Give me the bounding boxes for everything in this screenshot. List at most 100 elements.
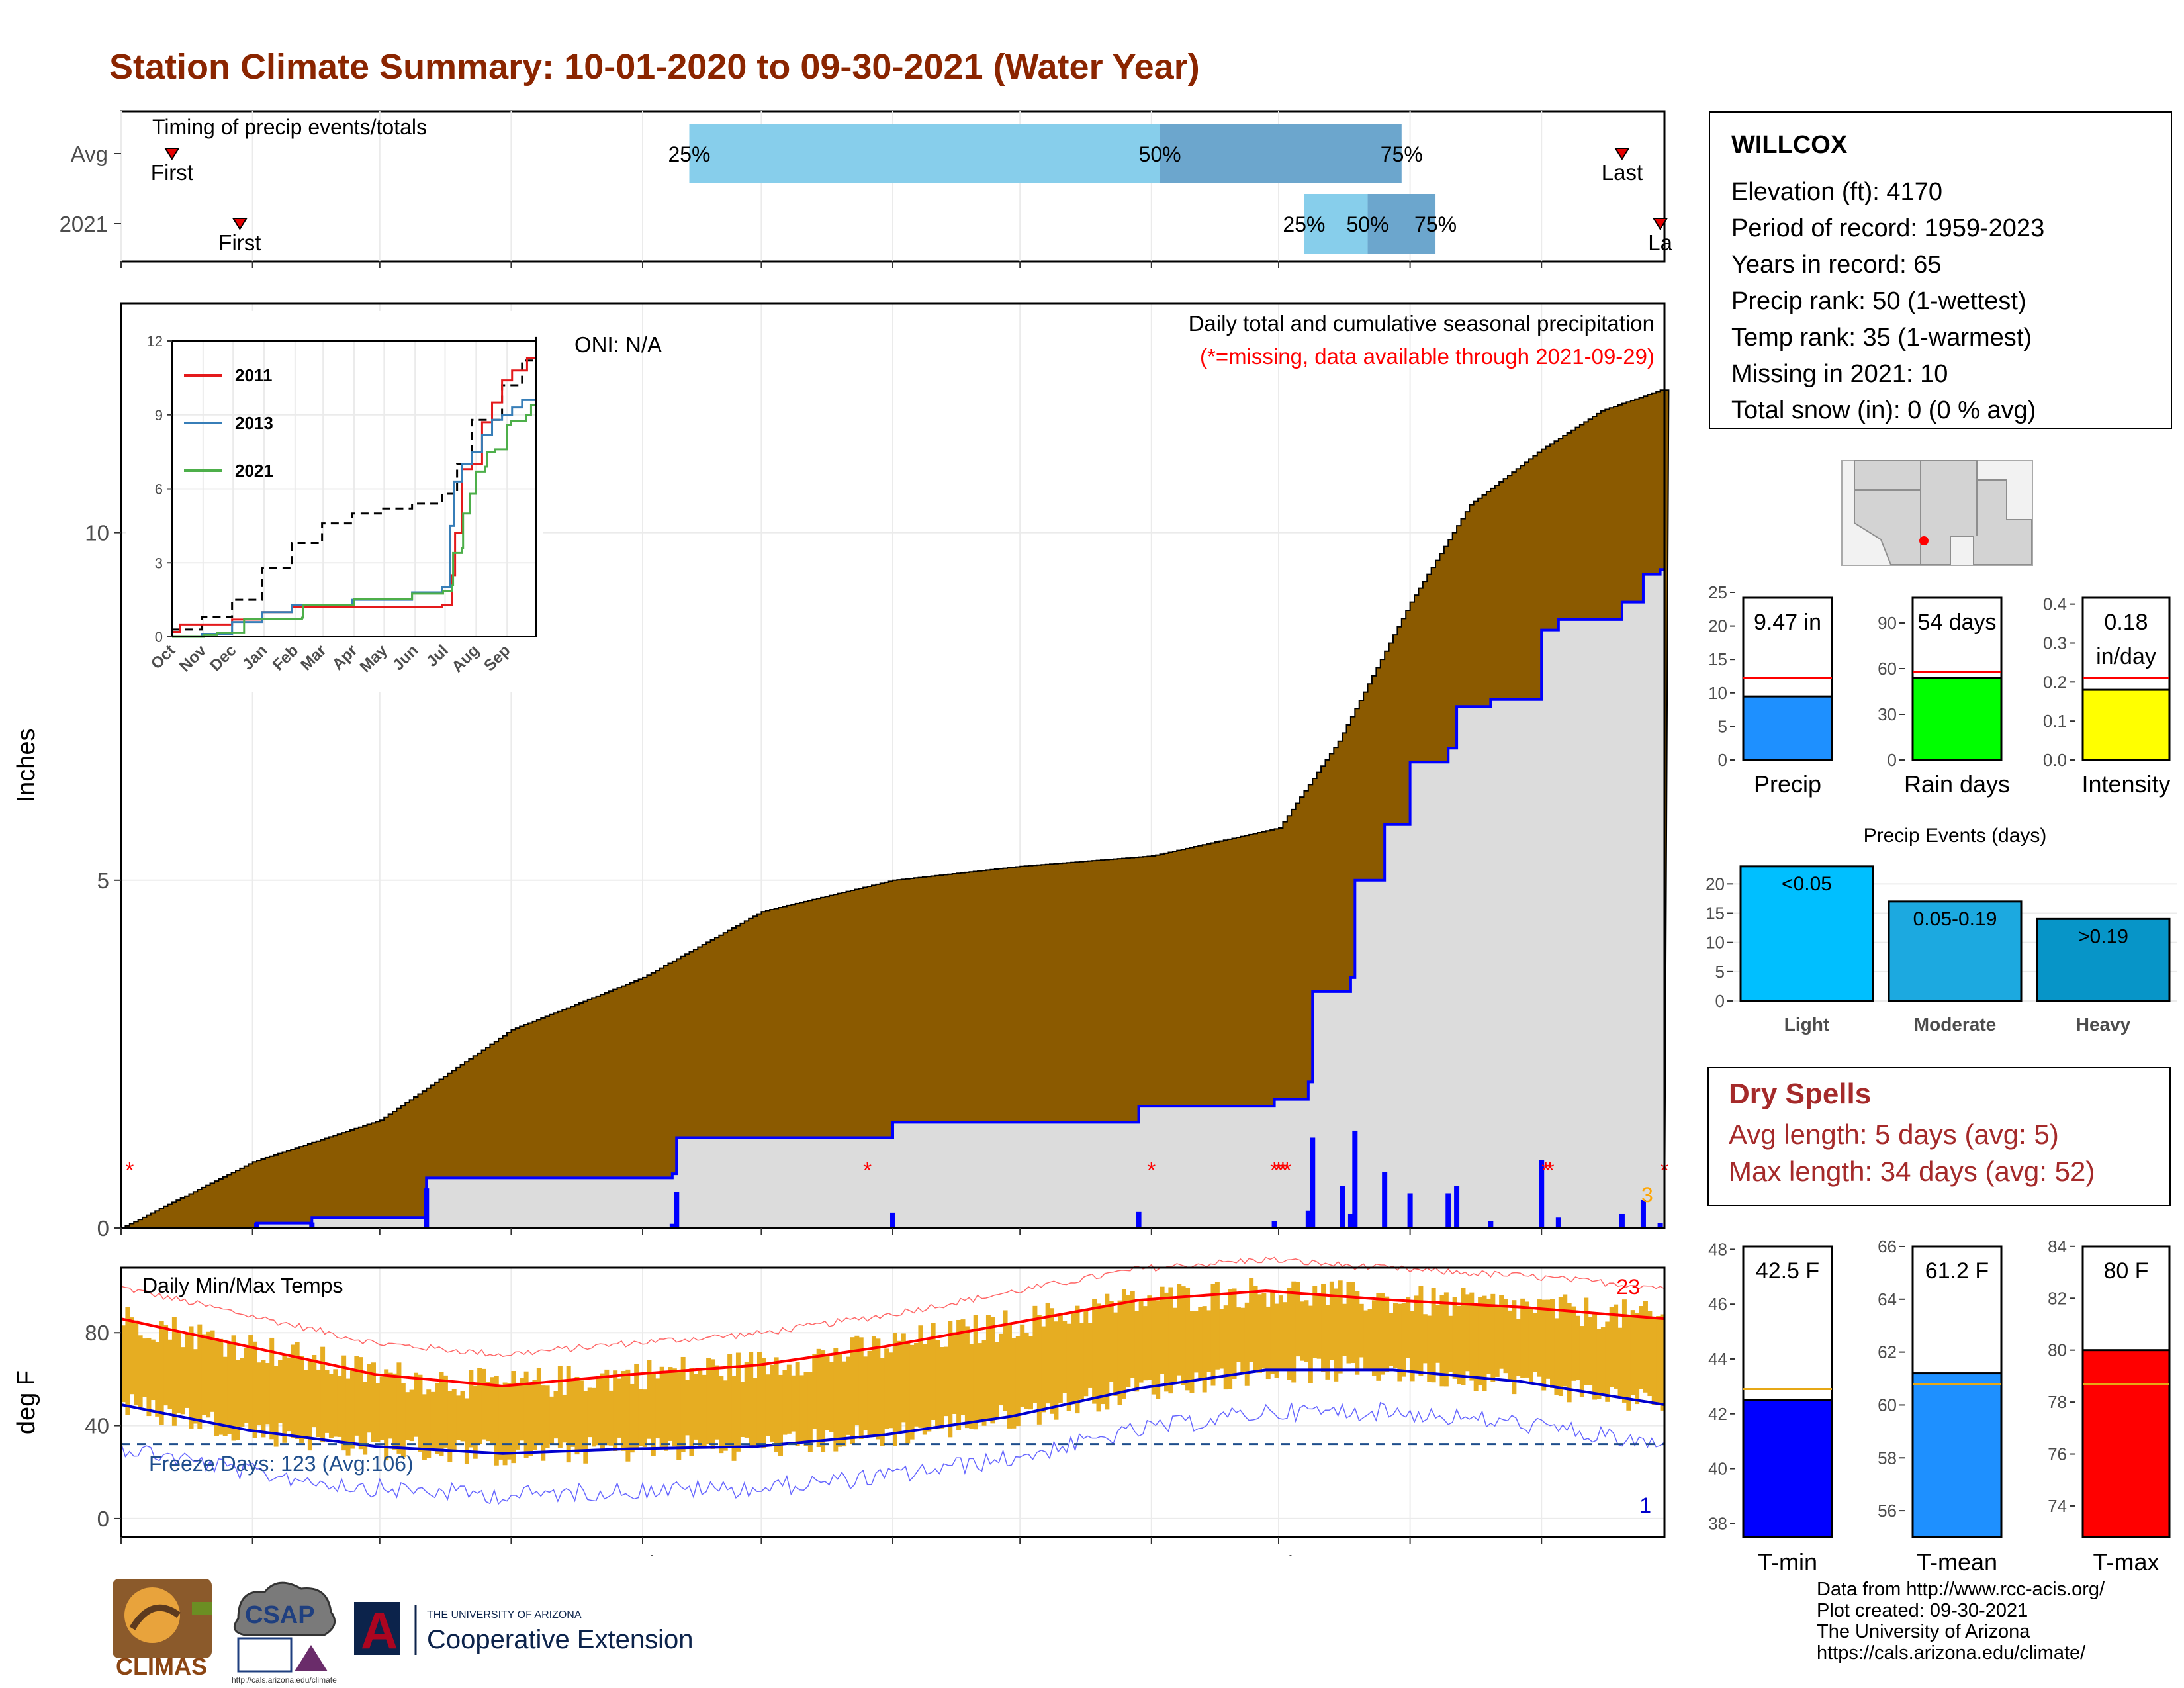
daily-precip-bar — [254, 1223, 260, 1228]
summary-y-tick: 78 — [2048, 1392, 2067, 1412]
daily-temp-bar — [922, 1344, 927, 1435]
daily-temp-bar — [884, 1348, 889, 1429]
summary-y-tick: 84 — [2048, 1237, 2067, 1256]
inset-y-tick: 12 — [147, 333, 163, 350]
missing-day-marker: * — [1270, 1158, 1279, 1184]
footer-credits: Data from http://www.rcc-acis.org/ Plot … — [1817, 1579, 2105, 1664]
daily-temp-bar — [829, 1361, 834, 1432]
daily-temp-bar — [134, 1320, 139, 1406]
daily-temp-bar — [1338, 1280, 1343, 1374]
summary-y-tick: 42 — [1708, 1404, 1727, 1424]
daily-temp-bar — [447, 1391, 453, 1463]
daily-temp-bar — [520, 1378, 525, 1441]
daily-temp-bar — [1414, 1295, 1419, 1373]
daily-temp-bar — [1041, 1326, 1046, 1413]
daily-temp-bar — [655, 1378, 660, 1439]
locator-map — [1841, 460, 2033, 566]
temps-x-tick: Sep — [1522, 1552, 1562, 1556]
daily-temp-bar — [867, 1350, 872, 1436]
daily-temp-bar — [1567, 1303, 1572, 1403]
daily-temp-bar — [150, 1339, 156, 1401]
dry-spells-max: Max length: 34 days (avg: 52) — [1729, 1156, 2095, 1187]
daily-temp-bar — [125, 1307, 130, 1415]
daily-precip-bar — [674, 1192, 680, 1228]
daily-temp-bar — [549, 1396, 555, 1445]
daily-temp-bar — [1614, 1304, 1619, 1389]
daily-temp-bar — [159, 1321, 164, 1425]
daily-temp-bar — [939, 1347, 944, 1429]
inset-series-line — [172, 336, 537, 631]
summary-y-tick: 58 — [1878, 1448, 1897, 1468]
daily-temp-bar — [562, 1394, 567, 1443]
daily-temp-bar — [752, 1378, 758, 1446]
daily-temp-bar — [1541, 1299, 1547, 1391]
daily-temp-bar — [1545, 1299, 1551, 1379]
daily-temp-bar — [1406, 1297, 1411, 1358]
daily-temp-bar — [668, 1367, 673, 1441]
daily-temp-bar — [846, 1356, 851, 1435]
station-precip-rank: Precip rank: 50 (1-wettest) — [1731, 287, 2026, 315]
temps-y-tick: 40 — [85, 1414, 109, 1438]
daily-temp-bar — [1036, 1315, 1042, 1425]
daily-temp-bar — [316, 1369, 321, 1438]
daily-temp-bar — [1007, 1323, 1012, 1429]
daily-temp-bar — [1206, 1310, 1212, 1372]
missing-day-marker: * — [1545, 1158, 1554, 1184]
daily-temp-bar — [1490, 1293, 1496, 1382]
daily-temp-bar — [1244, 1302, 1250, 1386]
daily-temp-bar — [1592, 1313, 1598, 1400]
daily-temp-bar — [1630, 1310, 1635, 1395]
daily-temp-bar — [1499, 1295, 1504, 1369]
daily-temp-bar — [1457, 1305, 1462, 1385]
daily-temp-bar — [1512, 1300, 1517, 1395]
daily-temp-bar — [291, 1344, 296, 1438]
events-y-tick: 20 — [1706, 874, 1725, 894]
daily-temp-bar — [876, 1338, 881, 1440]
summary-y-tick: 62 — [1878, 1342, 1897, 1362]
daily-temp-bar — [1130, 1291, 1135, 1378]
daily-temp-bar — [833, 1348, 839, 1452]
daily-temp-bar — [1448, 1315, 1453, 1372]
daily-precip-bar — [1619, 1213, 1625, 1228]
missing-day-marker: * — [1147, 1158, 1156, 1184]
state-outlines — [1854, 460, 2032, 565]
summary-category-label: T-max — [2093, 1548, 2159, 1575]
temps-x-tick: Jun — [1133, 1552, 1169, 1556]
daily-temp-bar — [1388, 1313, 1394, 1366]
daily-temp-bar — [1435, 1305, 1441, 1363]
daily-temp-bar — [1363, 1310, 1369, 1369]
avg-cumulative-area — [121, 389, 1670, 1229]
daily-temp-bar — [880, 1358, 885, 1446]
daily-temp-bar — [523, 1371, 529, 1458]
daily-temp-bar — [1270, 1292, 1275, 1374]
daily-temp-bar — [248, 1335, 253, 1430]
summary-y-tick: 0 — [1888, 750, 1897, 770]
daily-temp-bar — [252, 1341, 257, 1438]
footer-line-4: https://cals.arizona.edu/climate/ — [1817, 1642, 2086, 1664]
daily-temp-bar — [324, 1370, 330, 1433]
daily-temp-bar — [795, 1362, 800, 1446]
daily-temp-bar — [193, 1349, 198, 1424]
daily-temp-bar — [1609, 1307, 1614, 1387]
daily-temp-bar — [1635, 1313, 1640, 1405]
daily-temp-bar — [1003, 1310, 1008, 1411]
events-bar — [1888, 900, 2023, 1002]
daily-temp-bar — [948, 1321, 953, 1438]
daily-temp-bar — [206, 1331, 211, 1418]
timing-pct-label: 50% — [1139, 142, 1181, 166]
daily-temp-bar — [536, 1368, 541, 1444]
daily-temp-bar — [388, 1372, 393, 1439]
daily-temp-bar — [1367, 1309, 1373, 1372]
summary-y-tick: 10 — [1708, 683, 1727, 703]
temps-x-tick: Jan — [493, 1552, 529, 1556]
daily-temp-bar — [1228, 1289, 1233, 1389]
daily-temp-bar — [257, 1362, 262, 1425]
daily-temp-bar — [863, 1356, 868, 1430]
daily-temp-bar — [1181, 1286, 1186, 1385]
daily-precip-bar — [1352, 1130, 1358, 1228]
daily-temp-bar — [511, 1371, 516, 1464]
record-high-line — [120, 1256, 1665, 1357]
daily-precip-bar — [1555, 1217, 1561, 1228]
daily-temp-bar — [328, 1374, 334, 1438]
